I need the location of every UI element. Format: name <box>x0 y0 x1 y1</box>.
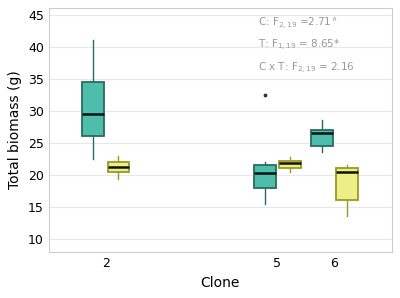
Text: C: F$_{2,19}$ =2.71$^\wedge$
T: F$_{1,19}$ = 8.65*
C x T: F$_{2,19}$ = 2.16: C: F$_{2,19}$ =2.71$^\wedge$ T: F$_{1,19… <box>258 15 355 76</box>
Bar <box>336 168 358 200</box>
Y-axis label: Total biomass (g): Total biomass (g) <box>8 71 22 189</box>
Bar <box>108 162 129 172</box>
Bar <box>254 165 276 187</box>
Bar <box>279 161 301 168</box>
Bar <box>311 130 333 146</box>
Bar <box>82 82 104 136</box>
X-axis label: Clone: Clone <box>200 276 240 290</box>
